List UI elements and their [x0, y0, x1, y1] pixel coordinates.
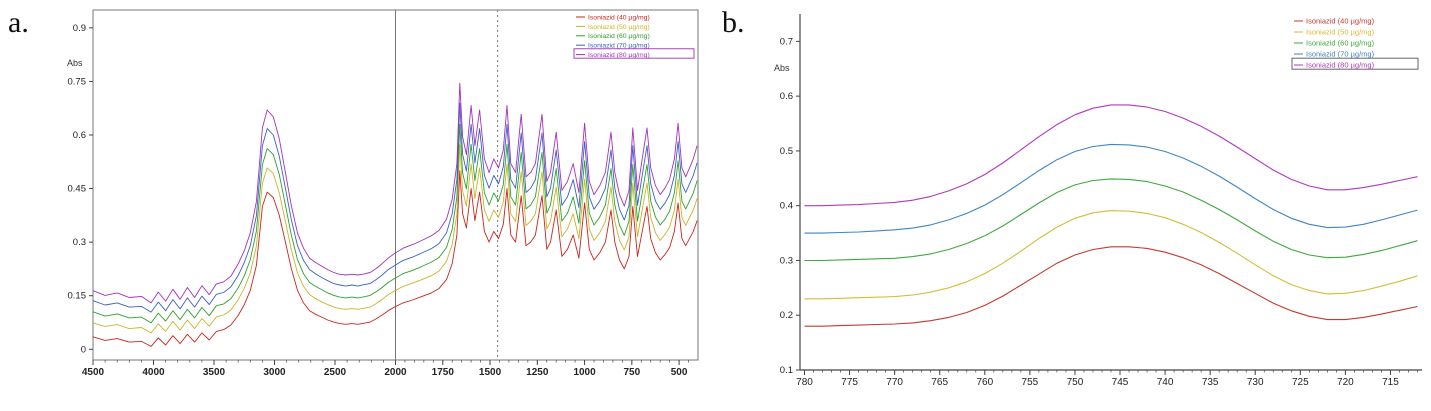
svg-text:765: 765 — [931, 377, 948, 388]
svg-text:780: 780 — [796, 377, 813, 388]
series-line — [804, 210, 1418, 300]
svg-text:3000: 3000 — [263, 367, 286, 378]
svg-text:740: 740 — [1157, 377, 1174, 388]
svg-text:0: 0 — [81, 344, 86, 355]
svg-text:770: 770 — [886, 377, 903, 388]
svg-text:500: 500 — [671, 367, 688, 378]
svg-text:745: 745 — [1112, 377, 1129, 388]
legend-item: Isoniazid (70 µg/mg) — [588, 43, 650, 50]
chart-a-ftir-full-spectrum: 4500 4000 3500 3000 2500 2000 1750 1500 1250 1000… — [67, 9, 699, 378]
chart-b-ftir-zoom-region: 780 775 770 765 760 755 750 745 740 735 730 725 720 7… — [774, 14, 1422, 388]
svg-text:1500: 1500 — [479, 367, 502, 378]
series-line — [804, 246, 1418, 327]
legend-item: Isoniazid (40 µg/mg) — [1306, 16, 1375, 25]
svg-text:0.45: 0.45 — [68, 184, 87, 195]
svg-text:0.15: 0.15 — [68, 291, 87, 302]
y-axis-title: Abs — [774, 63, 790, 73]
svg-text:0.75: 0.75 — [68, 76, 87, 87]
svg-text:0.3: 0.3 — [73, 237, 86, 248]
series-line — [804, 143, 1418, 234]
legend-item: Isoniazid (80 µg/mg) — [588, 52, 650, 59]
svg-text:0.6: 0.6 — [780, 91, 793, 102]
svg-text:0.9: 0.9 — [73, 23, 86, 34]
svg-text:0.3: 0.3 — [780, 255, 793, 266]
svg-text:1250: 1250 — [526, 367, 549, 378]
series-line — [92, 123, 698, 324]
legend-item: Isoniazid (60 µg/mg) — [1306, 38, 1375, 47]
svg-text:0.2: 0.2 — [780, 310, 793, 321]
svg-text:715: 715 — [1382, 377, 1399, 388]
svg-text:0.4: 0.4 — [780, 201, 793, 212]
svg-text:760: 760 — [976, 377, 993, 388]
svg-text:720: 720 — [1337, 377, 1354, 388]
series-line — [804, 178, 1418, 262]
svg-text:4500: 4500 — [82, 367, 105, 378]
panel-b-label: b. — [722, 6, 745, 39]
series-line — [92, 144, 698, 334]
legend-item: Isoniazid (40 µg/mg) — [588, 14, 650, 21]
svg-text:735: 735 — [1202, 377, 1219, 388]
svg-text:0.7: 0.7 — [780, 36, 793, 47]
svg-text:3500: 3500 — [203, 367, 226, 378]
series-line — [92, 102, 698, 313]
svg-text:0.5: 0.5 — [780, 146, 793, 157]
svg-text:1000: 1000 — [573, 367, 596, 378]
legend-item: Isoniazid (50 µg/mg) — [1306, 27, 1375, 36]
legend-item: Isoniazid (50 µg/mg) — [588, 24, 650, 31]
svg-text:0.1: 0.1 — [780, 365, 793, 376]
y-axis-title: Abs — [67, 58, 83, 68]
svg-text:775: 775 — [841, 377, 858, 388]
svg-text:2500: 2500 — [324, 367, 347, 378]
svg-text:1750: 1750 — [432, 367, 455, 378]
svg-text:750: 750 — [1067, 377, 1084, 388]
svg-text:4000: 4000 — [142, 367, 165, 378]
legend-item: Isoniazid (60 µg/mg) — [588, 33, 650, 40]
svg-text:0.6: 0.6 — [73, 130, 86, 141]
series-line — [92, 170, 698, 347]
svg-text:2000: 2000 — [384, 367, 407, 378]
svg-text:725: 725 — [1292, 377, 1309, 388]
svg-text:750: 750 — [623, 367, 640, 378]
series-line — [92, 82, 698, 304]
panel-a-label: a. — [8, 6, 29, 39]
legend-item: Isoniazid (80 µg/mg) — [1306, 60, 1375, 69]
svg-text:730: 730 — [1247, 377, 1264, 388]
legend-item: Isoniazid (70 µg/mg) — [1306, 49, 1375, 58]
series-line — [804, 104, 1418, 207]
svg-text:755: 755 — [1022, 377, 1039, 388]
